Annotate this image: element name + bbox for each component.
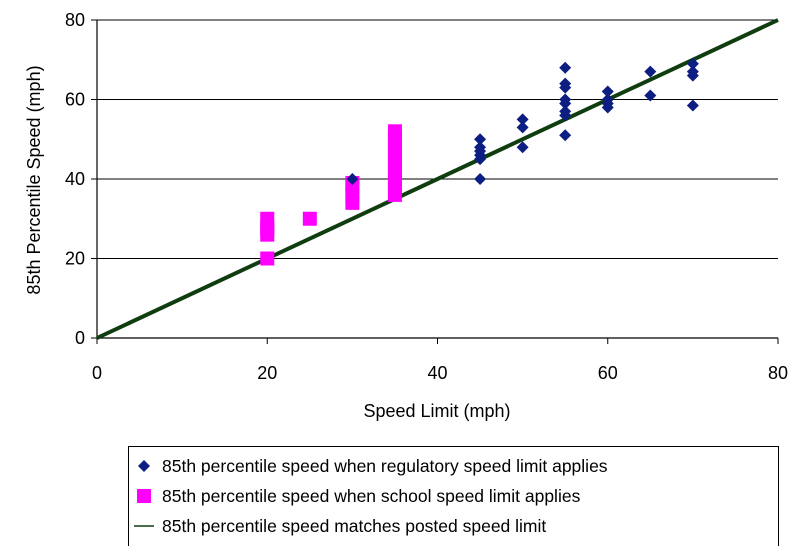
- data-point-0-16: [559, 77, 572, 90]
- data-point-0-14: [559, 93, 572, 106]
- x-axis-title: Speed Limit (mph): [363, 401, 510, 421]
- y-tick-label-1: 20: [65, 249, 85, 269]
- series-0: [346, 57, 699, 185]
- tick-labels: 0 20 40 60 80 0 20 40 60 80: [65, 10, 788, 383]
- x-tick-label-1: 20: [257, 363, 277, 383]
- data-point-0-5: [474, 141, 487, 154]
- y-tick-label-3: 60: [65, 90, 85, 110]
- legend-label-1: 85th percentile speed when school speed …: [162, 486, 581, 506]
- y-axis-title: 85th Percentile Speed (mph): [24, 65, 44, 294]
- axes: [91, 19, 779, 344]
- x-tick-label-2: 40: [427, 363, 447, 383]
- data-point-0-20: [601, 93, 614, 106]
- data-point-1-5: [302, 211, 317, 226]
- legend-item-2: 85th percentile speed matches posted spe…: [134, 516, 546, 536]
- data-point-0-24: [686, 99, 699, 112]
- x-tick-label-0: 0: [92, 363, 102, 383]
- series-line: [96, 18, 779, 340]
- series-1: [260, 124, 402, 266]
- series-2: [96, 18, 779, 340]
- legend-label-2: 85th percentile speed matches posted spe…: [162, 516, 546, 536]
- y-tick-label-0: 0: [75, 328, 85, 348]
- data-point-0-21: [601, 85, 614, 98]
- legend-items: 85th percentile speed when regulatory sp…: [134, 456, 608, 536]
- data-marks: [96, 18, 779, 340]
- data-point-0-26: [686, 65, 699, 78]
- legend-swatch-1: [137, 489, 151, 503]
- data-point-0-12: [559, 105, 572, 118]
- data-point-0-0: [346, 173, 359, 185]
- data-point-0-9: [516, 113, 529, 126]
- legend-item-1: 85th percentile speed when school speed …: [137, 486, 581, 506]
- gridlines: [97, 19, 778, 259]
- data-point-0-27: [686, 57, 699, 70]
- y-tick-label-4: 80: [65, 10, 85, 30]
- data-point-0-8: [516, 121, 529, 134]
- legend-item-0: 85th percentile speed when regulatory sp…: [138, 456, 608, 476]
- data-point-1-18: [387, 124, 402, 139]
- plot-area: 0 20 40 60 80 0 20 40 60 80: [65, 10, 788, 383]
- data-point-0-23: [644, 65, 657, 78]
- x-tick-label-4: 80: [768, 363, 788, 383]
- data-point-0-6: [474, 133, 487, 146]
- data-point-1-0: [260, 251, 275, 266]
- data-point-0-1: [474, 173, 487, 185]
- legend: 85th percentile speed when regulatory sp…: [128, 446, 779, 546]
- data-point-0-17: [559, 61, 572, 74]
- data-point-0-7: [516, 141, 529, 154]
- legend-label-0: 85th percentile speed when regulatory sp…: [162, 456, 608, 476]
- data-point-1-4: [260, 211, 275, 226]
- legend-box: [128, 446, 779, 546]
- data-point-0-10: [559, 129, 572, 142]
- data-point-0-22: [644, 89, 657, 102]
- legend-swatch-0: [138, 460, 150, 472]
- y-tick-label-2: 40: [65, 169, 85, 189]
- x-tick-label-3: 60: [598, 363, 618, 383]
